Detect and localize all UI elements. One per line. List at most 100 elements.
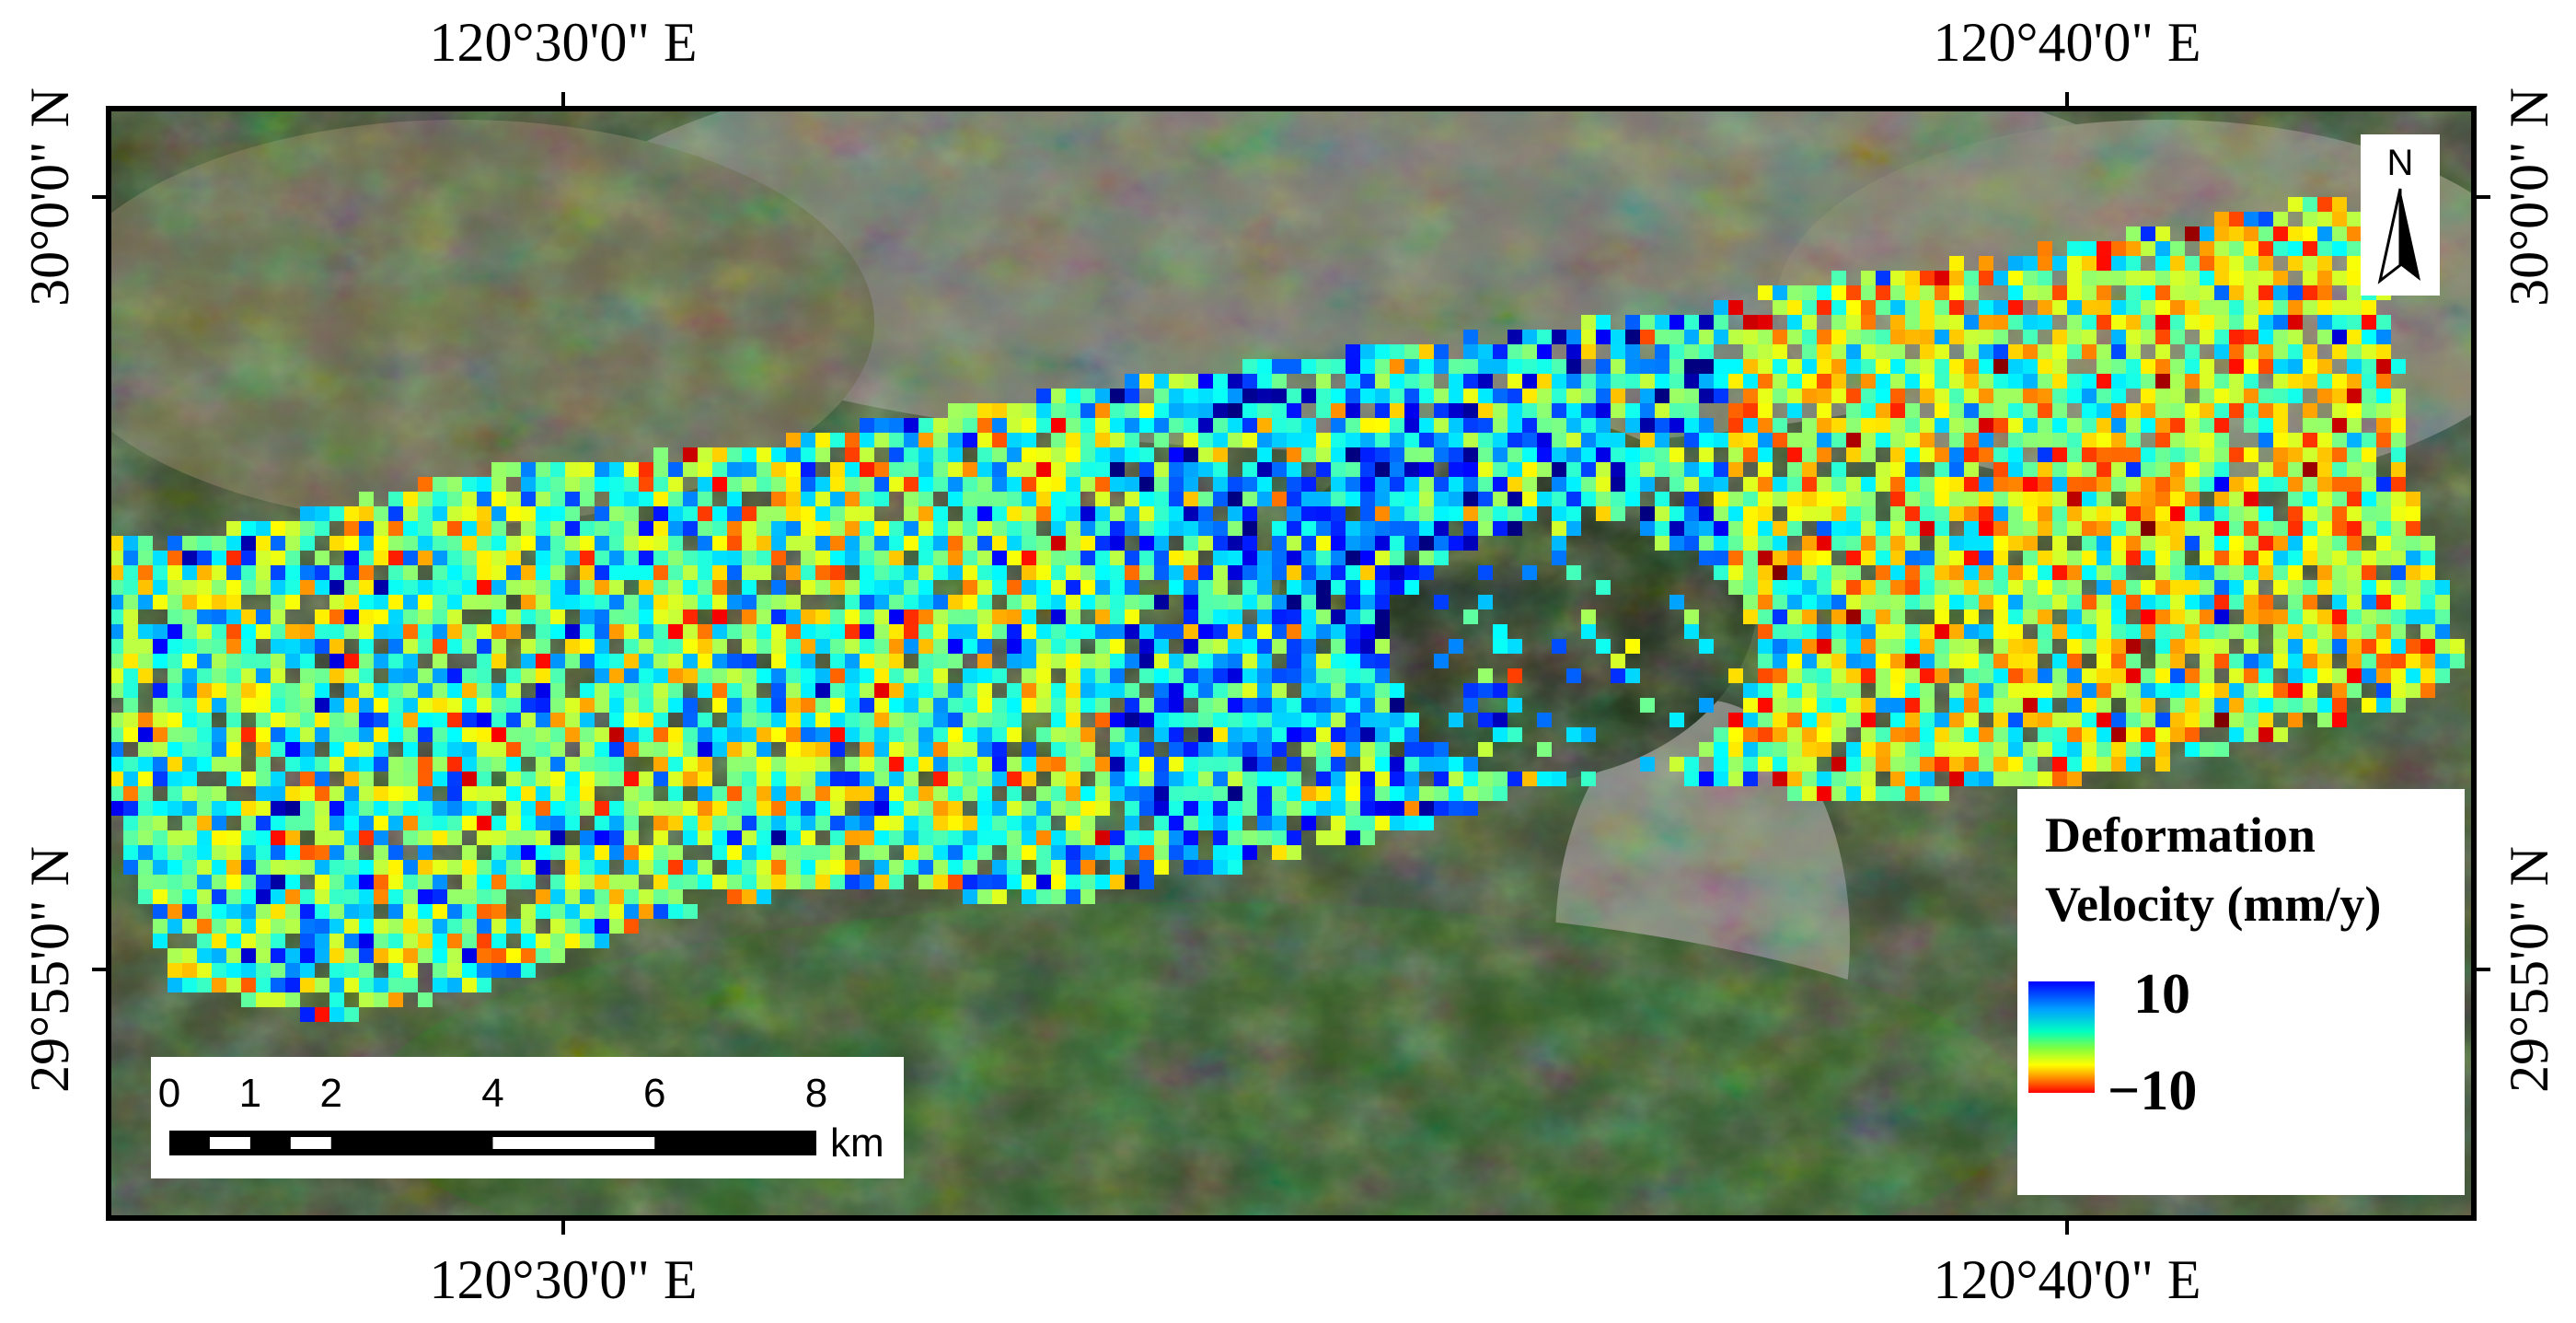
deformation-pixel: [624, 742, 639, 757]
deformation-pixel: [1007, 801, 1022, 816]
deformation-pixel: [1139, 801, 1154, 816]
deformation-pixel: [801, 521, 815, 536]
deformation-pixel: [2067, 315, 2082, 330]
deformation-pixel: [2170, 241, 2185, 256]
deformation-pixel: [1184, 565, 1198, 580]
deformation-pixel: [668, 698, 683, 713]
deformation-pixel: [271, 639, 285, 654]
deformation-pixel: [771, 580, 786, 595]
deformation-pixel: [1552, 433, 1566, 447]
deformation-pixel: [712, 786, 727, 801]
deformation-pixel: [2155, 271, 2170, 285]
deformation-pixel: [2376, 668, 2391, 683]
deformation-pixel: [285, 565, 300, 580]
deformation-pixel: [1714, 521, 1728, 536]
deformation-pixel: [521, 668, 536, 683]
deformation-pixel: [2008, 506, 2023, 521]
deformation-pixel: [2273, 683, 2288, 698]
deformation-pixel: [1669, 403, 1684, 418]
deformation-pixel: [2082, 639, 2097, 654]
deformation-pixel: [2023, 403, 2038, 418]
deformation-pixel: [1287, 772, 1301, 786]
deformation-pixel: [2111, 506, 2126, 521]
deformation-pixel: [359, 919, 374, 934]
deformation-pixel: [1316, 757, 1331, 772]
deformation-pixel: [1876, 609, 1890, 624]
deformation-pixel: [698, 860, 712, 875]
deformation-pixel: [712, 521, 727, 536]
deformation-pixel: [1316, 536, 1331, 551]
deformation-pixel: [1066, 668, 1080, 683]
deformation-pixel: [418, 992, 433, 1007]
deformation-pixel: [1920, 389, 1935, 403]
deformation-pixel: [2185, 683, 2200, 698]
deformation-pixel: [1949, 285, 1964, 300]
deformation-pixel: [948, 433, 963, 447]
deformation-pixel: [2391, 609, 2406, 624]
deformation-pixel: [933, 551, 948, 565]
deformation-pixel: [933, 713, 948, 727]
deformation-pixel: [1419, 742, 1434, 757]
deformation-pixel: [212, 889, 226, 904]
deformation-pixel: [1493, 447, 1507, 462]
deformation-pixel: [2347, 374, 2362, 389]
deformation-pixel: [2317, 226, 2332, 241]
deformation-pixel: [624, 713, 639, 727]
deformation-pixel: [1699, 389, 1714, 403]
deformation-pixel: [565, 521, 580, 536]
deformation-pixel: [698, 462, 712, 477]
deformation-pixel: [271, 772, 285, 786]
deformation-pixel: [1080, 816, 1095, 830]
deformation-pixel: [653, 565, 668, 580]
deformation-pixel: [1184, 772, 1198, 786]
deformation-pixel: [580, 860, 595, 875]
deformation-pixel: [1110, 418, 1125, 433]
deformation-pixel: [889, 551, 904, 565]
deformation-pixel: [1493, 344, 1507, 359]
deformation-pixel: [1022, 492, 1036, 506]
deformation-pixel: [359, 978, 374, 992]
deformation-pixel: [226, 934, 241, 948]
deformation-pixel: [212, 919, 226, 934]
deformation-pixel: [344, 551, 359, 565]
deformation-pixel: [2038, 506, 2052, 521]
deformation-pixel: [580, 521, 595, 536]
deformation-pixel: [2347, 624, 2362, 639]
deformation-pixel: [1890, 654, 1905, 668]
deformation-pixel: [2052, 565, 2067, 580]
deformation-pixel: [2111, 624, 2126, 639]
deformation-pixel: [447, 801, 462, 816]
deformation-pixel: [197, 860, 212, 875]
deformation-pixel: [1051, 447, 1066, 462]
deformation-pixel: [1964, 683, 1979, 698]
deformation-pixel: [374, 683, 388, 698]
deformation-pixel: [1669, 713, 1684, 727]
deformation-pixel: [1184, 742, 1198, 757]
deformation-pixel: [1346, 359, 1360, 374]
deformation-pixel: [977, 536, 992, 551]
deformation-pixel: [1773, 713, 1787, 727]
deformation-pixel: [1846, 698, 1861, 713]
deformation-pixel: [1861, 418, 1876, 433]
deformation-pixel: [1036, 860, 1051, 875]
deformation-pixel: [2141, 609, 2155, 624]
deformation-pixel: [933, 683, 948, 698]
deformation-pixel: [786, 447, 801, 462]
deformation-pixel: [1095, 845, 1110, 860]
deformation-pixel: [2052, 285, 2067, 300]
deformation-pixel: [1346, 624, 1360, 639]
deformation-pixel: [2111, 551, 2126, 565]
deformation-pixel: [2376, 654, 2391, 668]
deformation-pixel: [1184, 580, 1198, 595]
deformation-pixel: [757, 757, 771, 772]
deformation-pixel: [1846, 668, 1861, 683]
deformation-pixel: [2067, 624, 2082, 639]
deformation-pixel: [2200, 226, 2214, 241]
deformation-pixel: [1139, 403, 1154, 418]
deformation-pixel: [447, 624, 462, 639]
deformation-pixel: [1095, 595, 1110, 609]
deformation-pixel: [241, 875, 256, 889]
deformation-pixel: [226, 742, 241, 757]
deformation-pixel: [2038, 285, 2052, 300]
deformation-pixel: [1684, 757, 1699, 772]
